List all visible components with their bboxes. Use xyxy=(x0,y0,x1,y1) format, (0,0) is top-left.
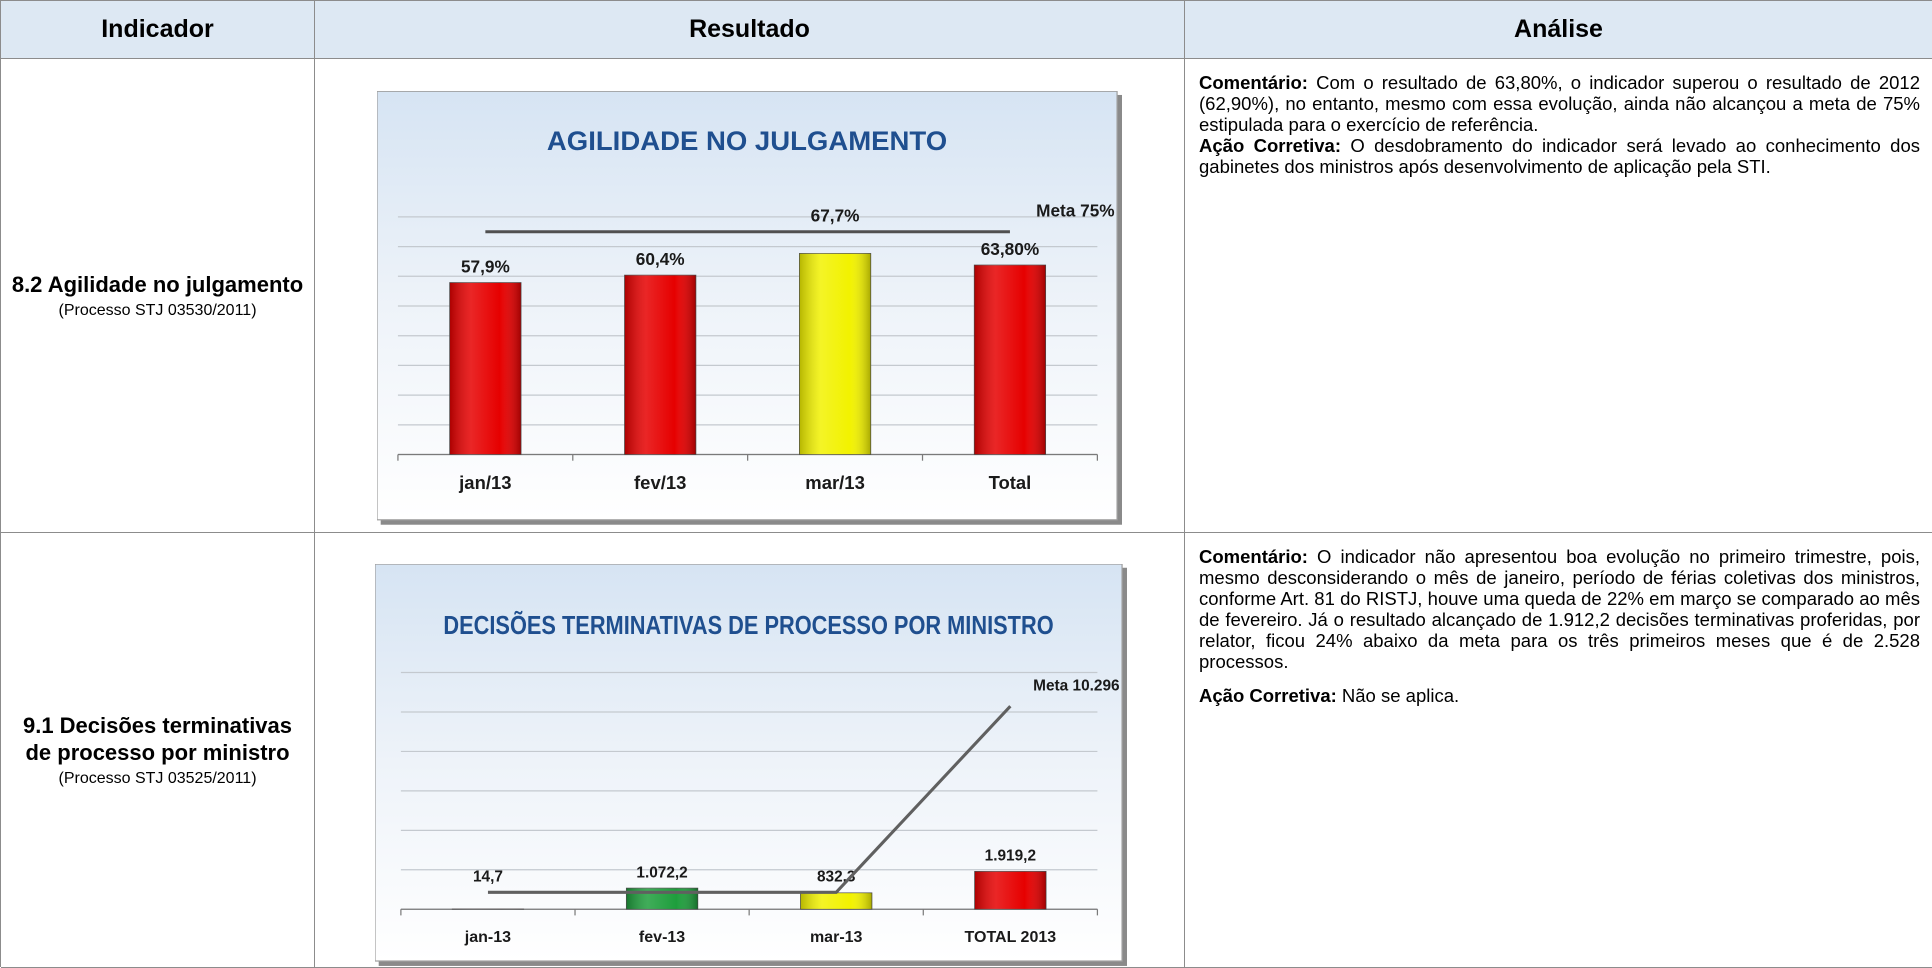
data-label: 60,4% xyxy=(636,249,685,269)
x-tick-label: jan/13 xyxy=(458,472,511,493)
analysis-paragraph: Comentário: O indicador não apresentou b… xyxy=(1199,546,1920,672)
data-label: 63,80% xyxy=(981,239,1039,259)
x-tick-label: mar-13 xyxy=(810,928,863,946)
line-series-label: Meta 75% xyxy=(1036,201,1114,221)
analysis-cell: Comentário: O indicador não apresentou b… xyxy=(1185,533,1932,968)
bar-shade xyxy=(625,275,696,454)
chart-title: AGILIDADE NO JULGAMENTO xyxy=(547,125,947,156)
x-tick-label: TOTAL 2013 xyxy=(965,928,1057,946)
indicator-cell: 9.1 Decisões terminativas de processo po… xyxy=(1,533,315,968)
analysis-text: O indicador não apresentou boa evolução … xyxy=(1199,546,1920,672)
bar-shade xyxy=(799,253,870,454)
analysis-label: Comentário: xyxy=(1199,546,1308,567)
indicator-cell: 8.2 Agilidade no julgamento (Processo ST… xyxy=(1,59,315,533)
indicator-process: (Processo STJ 03525/2011) xyxy=(58,770,256,788)
chart: DECISÕES TERMINATIVAS DE PROCESSO POR MI… xyxy=(375,564,1127,966)
analysis-paragraph: Ação Corretiva: O desdobramento do indic… xyxy=(1199,135,1920,177)
analysis-paragraph: Ação Corretiva: Não se aplica. xyxy=(1199,685,1920,706)
bar-shade xyxy=(975,871,1047,909)
bar-shade xyxy=(450,283,521,455)
data-label: 1.072,2 xyxy=(636,864,687,881)
analysis-text: Não se aplica. xyxy=(1342,685,1459,706)
x-tick-label: mar/13 xyxy=(805,472,865,493)
analysis-label: Ação Corretiva: xyxy=(1199,135,1341,156)
bar-shade xyxy=(800,893,872,909)
indicator-title: 8.2 Agilidade no julgamento xyxy=(12,271,303,298)
header-cell: Análise xyxy=(1185,1,1932,59)
data-label: 14,7 xyxy=(473,869,503,886)
result-cell: DECISÕES TERMINATIVAS DE PROCESSO POR MI… xyxy=(315,533,1185,968)
header-cell: Indicador xyxy=(1,1,315,59)
analysis-cell: Comentário: Com o resultado de 63,80%, o… xyxy=(1185,59,1932,533)
result-cell: AGILIDADE NO JULGAMENTO jan/13 57,9% fev/13… xyxy=(315,59,1185,533)
analysis-label: Ação Corretiva: xyxy=(1199,685,1337,706)
data-label: 67,7% xyxy=(811,205,860,225)
indicator-process: (Processo STJ 03530/2011) xyxy=(58,302,256,320)
chart: AGILIDADE NO JULGAMENTO jan/13 57,9% fev/13… xyxy=(377,91,1122,525)
indicator-title: 9.1 Decisões terminativas de processo po… xyxy=(11,712,304,766)
chart-title: DECISÕES TERMINATIVAS DE PROCESSO POR MI… xyxy=(443,610,1053,640)
analysis-paragraph: Comentário: Com o resultado de 63,80%, o… xyxy=(1199,72,1920,135)
line-series-label: Meta 10.296 xyxy=(1033,677,1119,694)
x-tick-label: jan-13 xyxy=(464,928,511,946)
data-label: 57,9% xyxy=(461,256,510,276)
data-label: 1.919,2 xyxy=(985,848,1036,865)
analysis-label: Comentário: xyxy=(1199,72,1308,93)
x-tick-label: fev/13 xyxy=(634,472,686,493)
x-tick-label: fev-13 xyxy=(639,928,685,946)
bar-shade xyxy=(974,265,1045,455)
analysis-text: Com o resultado de 63,80%, o indicador s… xyxy=(1199,72,1920,135)
x-tick-label: Total xyxy=(989,472,1032,493)
header-cell: Resultado xyxy=(315,1,1185,59)
